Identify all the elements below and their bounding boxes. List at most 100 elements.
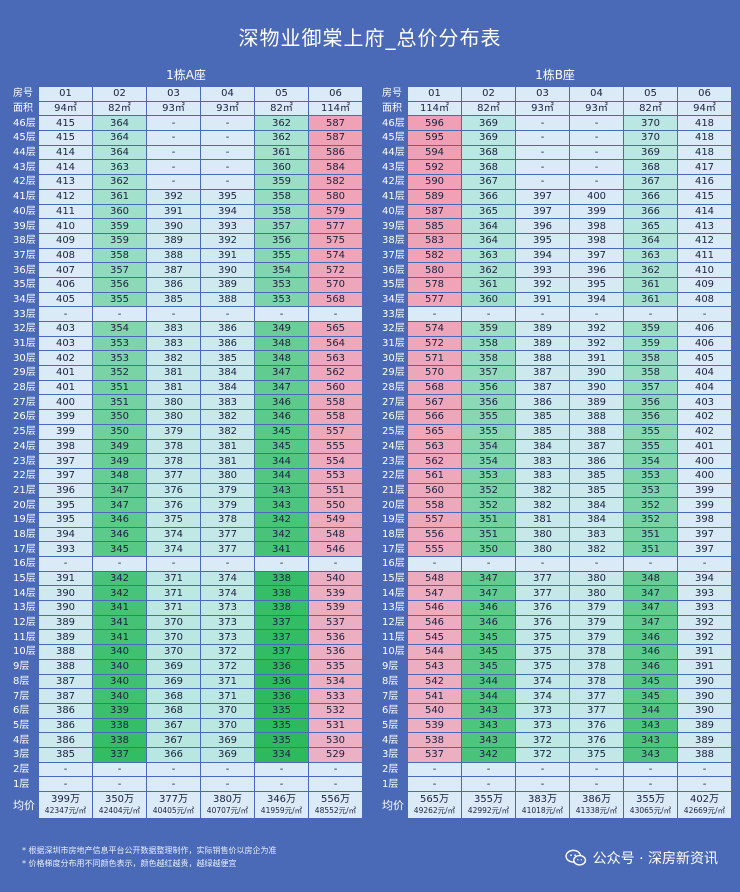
price-cell: 415 (38, 130, 93, 146)
price-cell: 387 (146, 262, 201, 278)
price-cell: 381 (515, 511, 570, 528)
floor-row: 4层 386 338 367 369 335 530 (10, 732, 363, 748)
floor-label: 18层 (379, 526, 408, 543)
price-cell: 351 (623, 541, 678, 557)
floor-label: 1层 (379, 776, 408, 792)
price-cell: 387 (515, 365, 570, 381)
price-cell: 391 (677, 658, 732, 675)
price-cell: 359 (461, 321, 516, 337)
floor-label: 7层 (379, 688, 408, 704)
price-cell: 373 (515, 717, 570, 734)
avg-unit-price: 41959元/㎡ (260, 806, 303, 815)
floor-label: 29层 (10, 365, 39, 381)
floor-label: 36层 (379, 262, 408, 278)
price-cell: - (200, 761, 255, 778)
price-cell: - (92, 556, 147, 572)
price-table-a: 房号 01 02 03 04 05 06 面积 94㎡ 82㎡ 93㎡ 93㎡ 82㎡ 114㎡ 46层 41… (10, 86, 363, 819)
price-cell: 355 (254, 247, 309, 264)
floor-row: 13层 546 346 376 379 347 393 (379, 600, 732, 616)
price-cell: 346 (623, 629, 678, 646)
price-cell: 543 (407, 658, 462, 675)
floor-row: 20层 558 352 382 384 352 399 (379, 497, 732, 513)
price-cell: 347 (254, 379, 309, 396)
price-cell: 538 (407, 732, 462, 748)
price-cell: 398 (677, 511, 732, 528)
price-cell: 590 (407, 174, 462, 190)
price-cell: 348 (623, 570, 678, 587)
price-cell: - (146, 776, 201, 792)
price-cell: 364 (461, 218, 516, 234)
wechat-icon (565, 849, 586, 866)
price-cell: 336 (254, 688, 309, 704)
floor-label: 9层 (10, 658, 39, 675)
area-label: 面积 (10, 100, 39, 117)
price-cell: 530 (308, 732, 363, 748)
floor-row: 10层 388 340 370 372 337 536 (10, 644, 363, 660)
price-cell: - (92, 776, 147, 792)
price-cell: 368 (146, 688, 201, 704)
avg-total: 377万 (158, 794, 189, 805)
price-cell: - (677, 761, 732, 778)
price-cell: 568 (407, 379, 462, 396)
price-cell: - (569, 761, 624, 778)
floor-row: 17层 555 350 380 382 351 397 (379, 541, 732, 557)
price-cell: 357 (254, 218, 309, 234)
price-cell: 374 (146, 526, 201, 543)
price-cell: 390 (677, 702, 732, 719)
price-cell: 398 (569, 232, 624, 249)
price-cell: 349 (92, 438, 147, 455)
price-cell: - (146, 144, 201, 161)
price-cell: 384 (569, 511, 624, 528)
floor-label: 41层 (379, 188, 408, 205)
price-cell: 353 (92, 350, 147, 367)
price-cell: 352 (92, 365, 147, 381)
avg-cell: 556万 48552元/㎡ (308, 791, 363, 819)
floor-row: 22层 397 348 377 380 344 553 (10, 467, 363, 484)
price-cell: 378 (569, 644, 624, 660)
price-cell: 361 (461, 276, 516, 293)
floor-row: 30层 571 358 388 391 358 405 (379, 350, 732, 367)
floor-label: 16层 (379, 556, 408, 572)
floor-label: 39层 (379, 218, 408, 234)
price-cell: 403 (38, 321, 93, 337)
price-cell: 340 (92, 644, 147, 660)
price-cell: 355 (623, 423, 678, 440)
price-cell: 397 (38, 453, 93, 469)
floor-row: 25层 565 355 385 388 355 402 (379, 423, 732, 440)
floor-label: 42层 (379, 174, 408, 190)
price-cell: 558 (407, 497, 462, 513)
floor-label: 42层 (10, 174, 39, 190)
price-cell: 368 (623, 159, 678, 176)
price-cell: 360 (92, 203, 147, 220)
floor-row: 12层 389 341 370 373 337 537 (10, 614, 363, 631)
price-cell: 374 (200, 585, 255, 602)
price-cell: 369 (461, 130, 516, 146)
price-cell: 382 (200, 423, 255, 440)
price-cell: 345 (623, 673, 678, 690)
avg-cell: 346万 41959元/㎡ (254, 791, 309, 819)
price-cell: - (38, 556, 93, 572)
price-cell: 382 (515, 482, 570, 499)
price-cell: 393 (677, 585, 732, 602)
price-cell: 408 (38, 247, 93, 264)
price-cell: 379 (200, 497, 255, 513)
price-cell: 365 (623, 218, 678, 234)
price-cell: 393 (38, 541, 93, 557)
floor-label: 4层 (379, 732, 408, 748)
price-cell: 409 (677, 276, 732, 293)
price-cell: 381 (200, 438, 255, 455)
price-cell: 390 (677, 673, 732, 690)
price-cell: 377 (515, 585, 570, 602)
floor-label: 28层 (10, 379, 39, 396)
price-cell: 384 (515, 438, 570, 455)
price-cell: 574 (407, 321, 462, 337)
price-cell: 380 (569, 570, 624, 587)
price-cell: 399 (38, 409, 93, 425)
floor-row: 19层 395 346 375 378 342 549 (10, 511, 363, 528)
price-cell: 555 (308, 438, 363, 455)
room-number: 04 (200, 86, 255, 102)
price-cell: 529 (308, 746, 363, 763)
price-cell: - (623, 761, 678, 778)
price-cell: 532 (308, 702, 363, 719)
price-cell: 578 (407, 276, 462, 293)
